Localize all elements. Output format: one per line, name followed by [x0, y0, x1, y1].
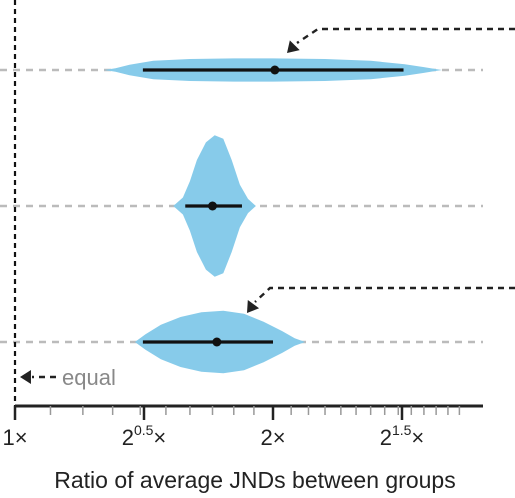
row-guides	[0, 68, 483, 344]
intervals	[142, 65, 404, 347]
equal-arrow-head	[20, 370, 31, 384]
x-tick-label-4: 21.5×	[380, 422, 425, 450]
x-tick-label-1: 1×	[2, 425, 27, 450]
x-axis-label: Ratio of average JNDs between groups	[54, 467, 455, 493]
annotation-arrows	[20, 27, 515, 384]
x-tick-label-3: 2×	[260, 425, 285, 450]
arrow-head-1	[287, 40, 300, 53]
arrow-head-3	[247, 300, 260, 313]
x-tick-label-2: 20.5×	[122, 422, 167, 450]
median-point-1	[270, 65, 280, 75]
annotation-arrow-1	[296, 27, 515, 44]
median-point-3	[212, 337, 222, 347]
annotation-arrow-3	[254, 286, 515, 303]
x-axis: 1× 20.5× 2× 21.5×	[2, 404, 483, 450]
equal-label: equal	[62, 365, 116, 390]
median-point-2	[208, 201, 218, 211]
violins	[103, 58, 443, 374]
